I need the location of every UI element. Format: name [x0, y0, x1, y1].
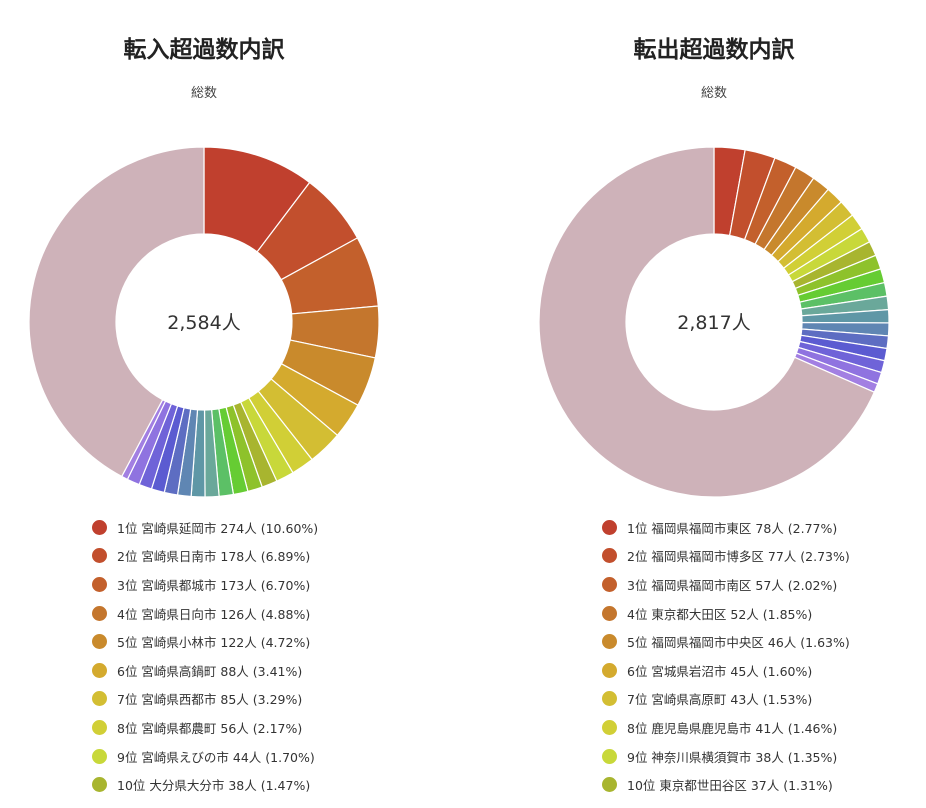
legend-swatch-icon — [92, 576, 107, 592]
legend-item[interactable]: 8位 宮崎県都農町 56人 (2.17%) — [92, 713, 318, 742]
donut-center-total: 2,584人 — [167, 312, 240, 334]
legend-item[interactable]: 8位 鹿児島県鹿児島市 41人 (1.46%) — [602, 713, 850, 742]
legend-item[interactable]: 7位 宮崎県西都市 85人 (3.29%) — [92, 685, 318, 714]
legend-item[interactable]: 3位 福岡県福岡市南区 57人 (2.02%) — [602, 570, 850, 599]
inflow-legend: 1位 宮崎県延岡市 274人 (10.60%) 2位 宮崎県日南市 178人 (6… — [92, 513, 318, 799]
legend-swatch-icon — [92, 548, 107, 564]
legend-swatch-icon — [602, 634, 617, 650]
legend-label: 9位 神奈川県横須賀市 38人 (1.35%) — [627, 749, 838, 765]
legend-swatch-icon — [602, 605, 617, 621]
legend-label: 3位 福岡県福岡市南区 57人 (2.02%) — [627, 577, 838, 593]
legend-label: 4位 東京都大田区 52人 (1.85%) — [627, 606, 813, 622]
legend-swatch-icon — [602, 662, 617, 678]
legend-swatch-icon — [92, 634, 107, 650]
legend-label: 1位 福岡県福岡市東区 78人 (2.77%) — [627, 520, 838, 536]
legend-item[interactable]: 5位 宮崎県小林市 122人 (4.72%) — [92, 627, 318, 656]
outflow-chart-panel: 転出超過数内訳 総数 2,817人 1位 福岡県福岡市東区 78人 (2.77%… — [510, 0, 926, 808]
donut-center-total: 2,817人 — [677, 312, 750, 334]
inflow-chart-title: 転入超過数内訳 — [123, 37, 285, 63]
legend-label: 7位 宮崎県高原町 43人 (1.53%) — [627, 692, 813, 708]
legend-swatch-icon — [602, 519, 617, 535]
legend-swatch-icon — [602, 719, 617, 735]
legend-label: 8位 鹿児島県鹿児島市 41人 (1.46%) — [627, 720, 838, 736]
outflow-chart-title: 転出超過数内訳 — [633, 37, 795, 63]
outflow-legend: 1位 福岡県福岡市東区 78人 (2.77%) 2位 福岡県福岡市博多区 77人 … — [602, 513, 850, 799]
legend-item[interactable]: 4位 宮崎県日向市 126人 (4.88%) — [92, 599, 318, 628]
legend-item[interactable]: 7位 宮崎県高原町 43人 (1.53%) — [602, 685, 850, 714]
legend-swatch-icon — [602, 548, 617, 564]
inflow-chart-subtitle: 総数 — [190, 86, 217, 101]
legend-swatch-icon — [92, 748, 107, 764]
legend-item[interactable]: 5位 福岡県福岡市中央区 46人 (1.63%) — [602, 627, 850, 656]
legend-item[interactable]: 1位 宮崎県延岡市 274人 (10.60%) — [92, 513, 318, 542]
legend-label: 8位 宮崎県都農町 56人 (2.17%) — [117, 720, 303, 736]
legend-label: 2位 福岡県福岡市博多区 77人 (2.73%) — [627, 549, 850, 565]
legend-label: 4位 宮崎県日向市 126人 (4.88%) — [117, 606, 311, 622]
legend-swatch-icon — [602, 576, 617, 592]
legend-item[interactable]: 6位 宮崎県高鍋町 88人 (3.41%) — [92, 656, 318, 685]
legend-item[interactable]: 10位 大分県大分市 38人 (1.47%) — [92, 770, 318, 799]
legend-item[interactable]: 10位 東京都世田谷区 37人 (1.31%) — [602, 770, 850, 799]
legend-swatch-icon — [92, 691, 107, 707]
donut-slice-other[interactable] — [538, 146, 876, 498]
legend-item[interactable]: 9位 宮崎県えびの市 44人 (1.70%) — [92, 742, 318, 771]
legend-item[interactable]: 2位 福岡県福岡市博多区 77人 (2.73%) — [602, 542, 850, 571]
legend-label: 5位 福岡県福岡市中央区 46人 (1.63%) — [627, 635, 850, 651]
legend-item[interactable]: 2位 宮崎県日南市 178人 (6.89%) — [92, 542, 318, 571]
legend-label: 10位 大分県大分市 38人 (1.47%) — [117, 778, 311, 794]
legend-swatch-icon — [602, 748, 617, 764]
legend-label: 1位 宮崎県延岡市 274人 (10.60%) — [117, 520, 319, 536]
legend-swatch-icon — [92, 719, 107, 735]
legend-swatch-icon — [92, 605, 107, 621]
legend-label: 7位 宮崎県西都市 85人 (3.29%) — [117, 692, 303, 708]
legend-swatch-icon — [92, 662, 107, 678]
inflow-donut-chart[interactable]: 2,584人 — [0, 130, 408, 500]
legend-item[interactable]: 9位 神奈川県横須賀市 38人 (1.35%) — [602, 742, 850, 771]
legend-item[interactable]: 6位 宮城県岩沼市 45人 (1.60%) — [602, 656, 850, 685]
legend-item[interactable]: 3位 宮崎県都城市 173人 (6.70%) — [92, 570, 318, 599]
legend-label: 6位 宮城県岩沼市 45人 (1.60%) — [627, 663, 813, 679]
legend-label: 3位 宮崎県都城市 173人 (6.70%) — [117, 577, 311, 593]
donut-slice-other[interactable] — [28, 146, 205, 478]
legend-label: 2位 宮崎県日南市 178人 (6.89%) — [117, 549, 311, 565]
legend-label: 9位 宮崎県えびの市 44人 (1.70%) — [117, 749, 315, 765]
legend-label: 6位 宮崎県高鍋町 88人 (3.41%) — [117, 663, 303, 679]
legend-swatch-icon — [602, 691, 617, 707]
inflow-chart-panel: 転入超過数内訳 総数 2,584人 1位 宮崎県延岡市 274人 (10.60%… — [0, 0, 420, 808]
legend-swatch-icon — [92, 777, 107, 793]
outflow-donut-chart[interactable]: 2,817人 — [510, 130, 918, 500]
legend-label: 5位 宮崎県小林市 122人 (4.72%) — [117, 635, 311, 651]
outflow-chart-subtitle: 総数 — [700, 86, 727, 101]
legend-swatch-icon — [602, 777, 617, 793]
legend-item[interactable]: 4位 東京都大田区 52人 (1.85%) — [602, 599, 850, 628]
legend-item[interactable]: 1位 福岡県福岡市東区 78人 (2.77%) — [602, 513, 850, 542]
legend-label: 10位 東京都世田谷区 37人 (1.31%) — [627, 778, 833, 794]
legend-swatch-icon — [92, 519, 107, 535]
